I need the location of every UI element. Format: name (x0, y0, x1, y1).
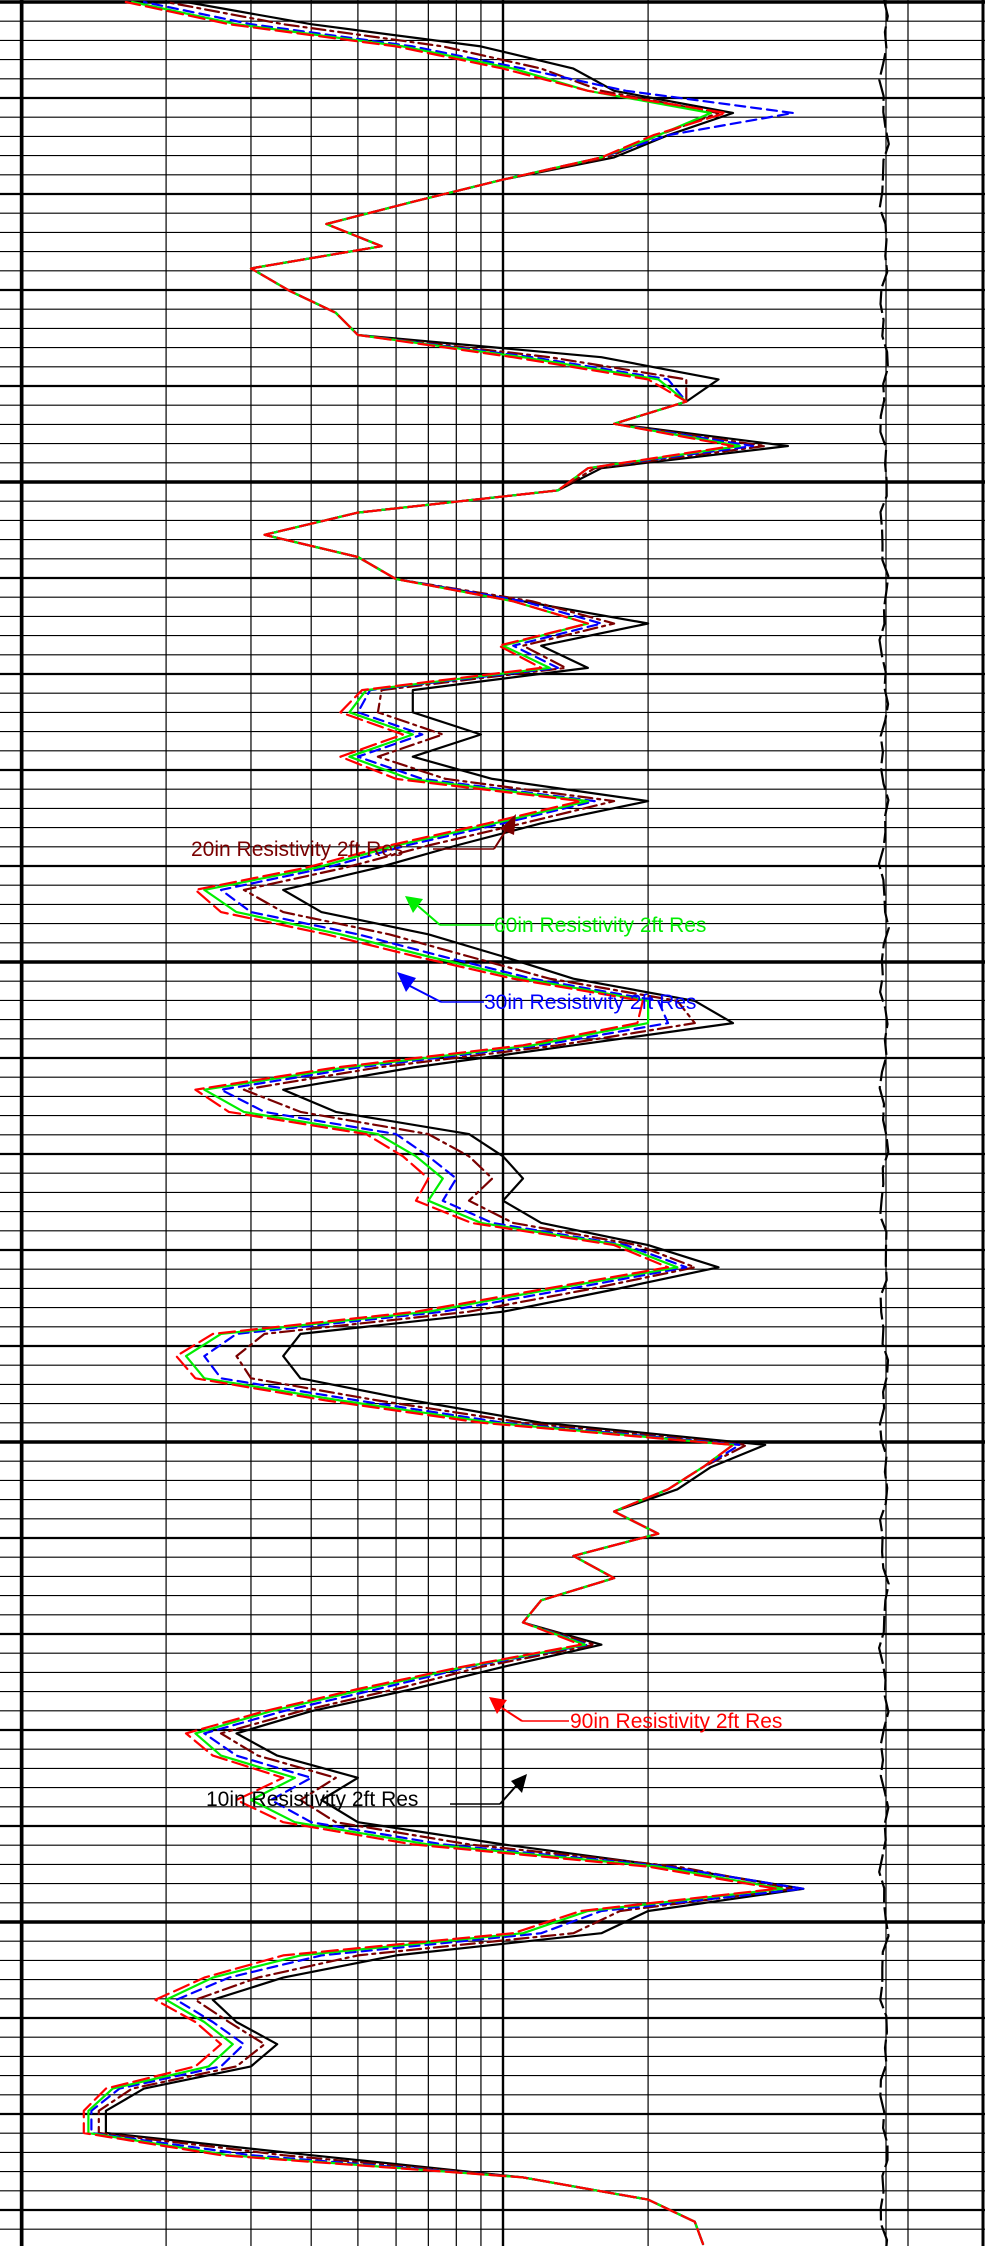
annotation-20in-label: 20in Resistivity 2ft Res (191, 838, 403, 861)
annotation-10in-arrowhead (511, 1774, 527, 1793)
side-track-curve (877, 0, 890, 2246)
annotation-30in-arrow-shaft (409, 985, 442, 1003)
annotation-90in-label: 90in Resistivity 2ft Res (570, 1710, 782, 1733)
curve-90in-resistivity (82, 0, 778, 2246)
annotation-30in-label: 30in Resistivity 2ft Res (484, 991, 696, 1014)
annotation-60in-arrow-shaft (417, 905, 441, 926)
annotation-30in: 30in Resistivity 2ft Res (397, 972, 696, 1014)
annotation-60in: 60in Resistivity 2ft Res (405, 896, 706, 937)
annotation-60in-label: 60in Resistivity 2ft Res (494, 914, 706, 937)
curve-30in-resistivity (90, 0, 805, 2246)
annotation-90in: 90in Resistivity 2ft Res (489, 1697, 782, 1733)
annotation-10in-arrow-shaft (499, 1785, 517, 1805)
curve-60in-resistivity (87, 0, 784, 2246)
annotation-90in-arrowhead (489, 1697, 507, 1714)
annotation-30in-arrowhead (397, 972, 416, 992)
resistivity-curves (82, 0, 890, 2246)
annotation-20in: 20in Resistivity 2ft Res (191, 814, 516, 861)
annotation-60in-arrowhead (405, 896, 423, 913)
annotation-90in-arrow-shaft (501, 1707, 523, 1722)
curve-20in-resistivity (97, 0, 795, 2246)
annotation-10in-label: 10in Resistivity 2ft Res (206, 1788, 418, 1811)
annotation-20in-arrowhead (500, 814, 516, 835)
curve-annotations: 20in Resistivity 2ft Res 60in Resistivit… (191, 814, 782, 1811)
annotation-10in: 10in Resistivity 2ft Res (206, 1774, 527, 1811)
